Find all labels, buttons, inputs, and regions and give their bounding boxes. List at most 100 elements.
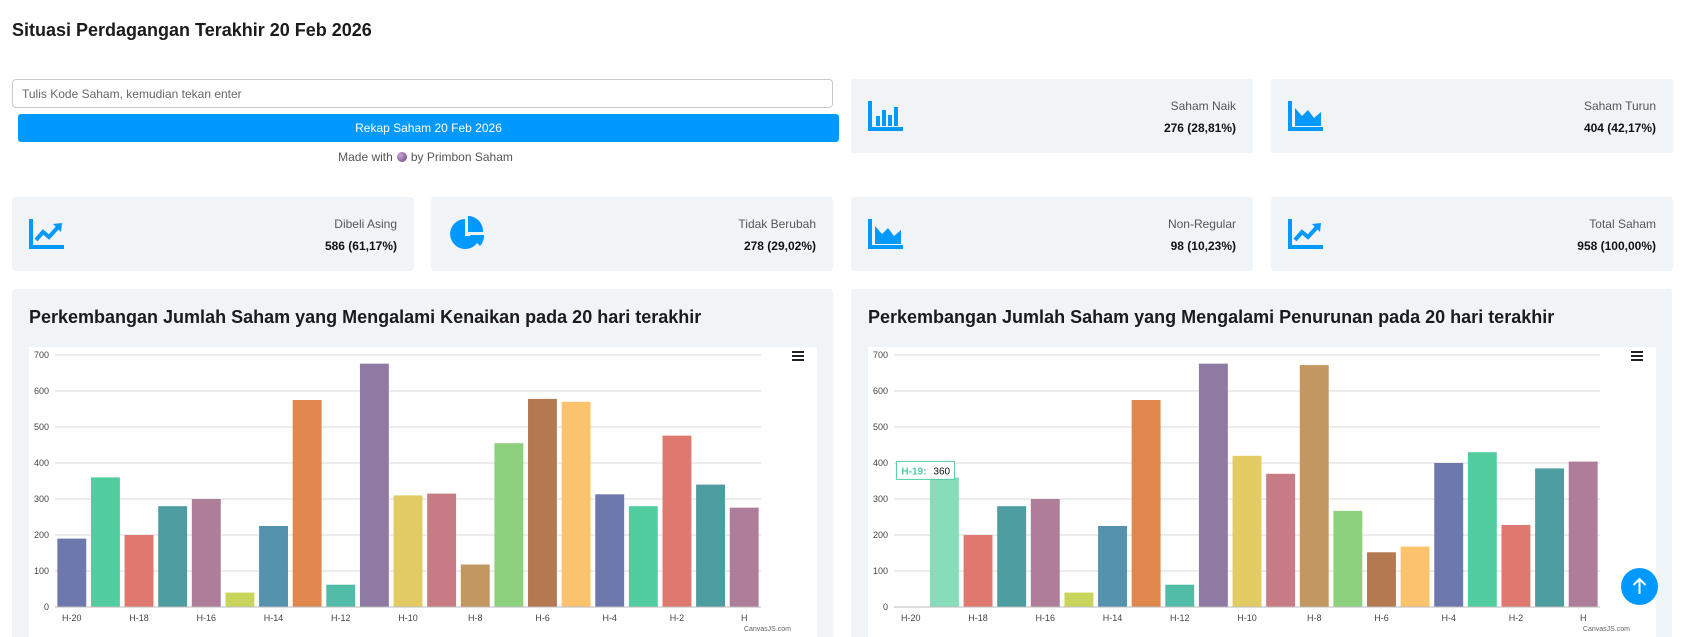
bar-H-5[interactable] xyxy=(561,401,591,607)
bar-H-11[interactable] xyxy=(359,363,389,607)
stat-label: Dibeli Asing xyxy=(334,217,397,231)
bar-H[interactable] xyxy=(1568,461,1598,607)
y-tick-label: 400 xyxy=(34,458,49,468)
y-tick-label: 700 xyxy=(873,350,888,360)
bar-H-6[interactable] xyxy=(1367,552,1396,607)
bar-H-11[interactable] xyxy=(1198,363,1228,607)
bar-H-16[interactable] xyxy=(191,499,221,607)
stat-label: Total Saham xyxy=(1589,217,1656,231)
chart-menu-icon[interactable] xyxy=(1631,351,1643,361)
bar-H-15[interactable] xyxy=(1064,592,1094,607)
bar-H-8[interactable] xyxy=(1299,365,1329,607)
bar-H-12[interactable] xyxy=(326,584,356,607)
tooltip-value: 360 xyxy=(933,466,950,477)
bar-H-13[interactable] xyxy=(1131,400,1161,607)
bar-H-17[interactable] xyxy=(997,506,1027,607)
x-tick-label: H-10 xyxy=(398,613,418,623)
y-tick-label: 0 xyxy=(44,602,49,612)
y-tick-label: 0 xyxy=(883,602,888,612)
bar-H-10[interactable] xyxy=(393,495,423,607)
bar-H-3[interactable] xyxy=(628,506,658,607)
stat-value: 276 (28,81%) xyxy=(1163,121,1236,135)
y-tick-label: 200 xyxy=(873,530,888,540)
bar-H-15[interactable] xyxy=(225,592,255,607)
bar-H-13[interactable] xyxy=(292,400,322,607)
bar-H-2[interactable] xyxy=(1501,524,1531,607)
chart-panel-kenaikan: Perkembangan Jumlah Saham yang Mengalami… xyxy=(12,289,833,637)
y-tick-label: 700 xyxy=(34,350,49,360)
stat-label: Saham Naik xyxy=(1170,99,1236,113)
canvasjs-watermark[interactable]: CanvasJS.com xyxy=(1583,626,1630,633)
rekap-saham-button[interactable]: Rekap Saham 20 Feb 2026 xyxy=(18,114,839,142)
x-tick-label: H-12 xyxy=(1170,613,1190,623)
bar-H-14[interactable] xyxy=(1098,526,1127,607)
stat-value: 404 (42,17%) xyxy=(1583,121,1656,135)
x-tick-label: H-4 xyxy=(602,613,617,623)
x-tick-label: H-14 xyxy=(264,613,284,623)
x-tick-label: H-8 xyxy=(468,613,483,623)
chart-title: Perkembangan Jumlah Saham yang Mengalami… xyxy=(29,307,702,327)
x-tick-label: H-10 xyxy=(1237,613,1257,623)
bar-H-4[interactable] xyxy=(1434,463,1464,607)
stat-card-total-saham: Total Saham 958 (100,00%) xyxy=(1271,197,1673,271)
bar-H-6[interactable] xyxy=(528,398,557,607)
stat-value: 278 (29,02%) xyxy=(743,239,816,253)
y-tick-label: 100 xyxy=(873,566,888,576)
bar-H-9[interactable] xyxy=(427,493,457,607)
chart-kenaikan: 0 100 200 300 400 500 600 700 H-20 H-18 H-16 H-14 H-… xyxy=(29,347,817,637)
stat-card-saham-naik: Saham Naik 276 (28,81%) xyxy=(851,79,1253,153)
bar-H-19[interactable] xyxy=(90,477,120,607)
bar-H-19[interactable] xyxy=(929,477,959,607)
bar-H-12[interactable] xyxy=(1165,584,1195,607)
bar-H-16[interactable] xyxy=(1030,499,1060,607)
stat-value: 98 (10,23%) xyxy=(1170,239,1236,253)
bar-H[interactable] xyxy=(729,507,759,607)
tooltip-label: H-19: xyxy=(901,466,926,477)
bar-H-18[interactable] xyxy=(963,535,993,607)
x-tick-label: H-2 xyxy=(1509,613,1524,623)
stat-card-dibeli-asing: Dibeli Asing 586 (61,17%) xyxy=(12,197,414,271)
x-tick-label: H xyxy=(1580,613,1587,623)
area-chart-icon xyxy=(1288,101,1323,131)
x-tick-label: H xyxy=(741,613,748,623)
credits-prefix: Made with xyxy=(338,150,393,164)
x-tick-label: H-20 xyxy=(901,613,921,623)
heart-icon xyxy=(396,152,407,162)
x-tick-label: H-16 xyxy=(1036,613,1056,623)
x-tick-label: H-6 xyxy=(1374,613,1389,623)
canvasjs-watermark[interactable]: CanvasJS.com xyxy=(744,626,791,633)
credits-suffix: by Primbon Saham xyxy=(410,150,513,164)
x-tick-label: H-6 xyxy=(535,613,550,623)
bar-H-17[interactable] xyxy=(158,506,188,607)
bar-H-8[interactable] xyxy=(460,564,490,607)
bar-H-18[interactable] xyxy=(124,535,154,607)
area-chart-icon xyxy=(868,219,903,249)
bar-H-20[interactable] xyxy=(57,538,87,607)
y-tick-label: 500 xyxy=(873,422,888,432)
stat-label: Saham Turun xyxy=(1583,99,1656,113)
chart-title: Perkembangan Jumlah Saham yang Mengalami… xyxy=(868,307,1555,327)
stat-label: Non-Regular xyxy=(1167,217,1236,231)
chart-menu-icon[interactable] xyxy=(792,351,804,361)
stat-value: 586 (61,17%) xyxy=(324,239,397,253)
bar-H-1[interactable] xyxy=(696,484,726,607)
bar-H-4[interactable] xyxy=(595,494,625,607)
bar-chart-icon xyxy=(868,101,903,131)
y-tick-label: 600 xyxy=(34,386,49,396)
page-title: Situasi Perdagangan Terakhir 20 Feb 2026 xyxy=(12,20,372,40)
bar-H-10[interactable] xyxy=(1232,455,1262,607)
bar-H-5[interactable] xyxy=(1400,546,1430,607)
bar-H-14[interactable] xyxy=(259,526,288,607)
bar-H-3[interactable] xyxy=(1467,452,1497,607)
bar-H-7[interactable] xyxy=(1333,510,1363,607)
bar-H-7[interactable] xyxy=(494,443,524,607)
trend-up-icon xyxy=(1288,219,1323,249)
stock-code-search-input[interactable] xyxy=(12,79,833,108)
scroll-to-top-button[interactable] xyxy=(1621,568,1658,605)
x-tick-label: H-18 xyxy=(129,613,149,623)
chart-panel-penurunan: Perkembangan Jumlah Saham yang Mengalami… xyxy=(851,289,1672,637)
bar-H-1[interactable] xyxy=(1535,468,1565,607)
bar-H-9[interactable] xyxy=(1266,473,1296,607)
pie-chart-icon xyxy=(450,216,485,249)
bar-H-2[interactable] xyxy=(662,435,692,607)
